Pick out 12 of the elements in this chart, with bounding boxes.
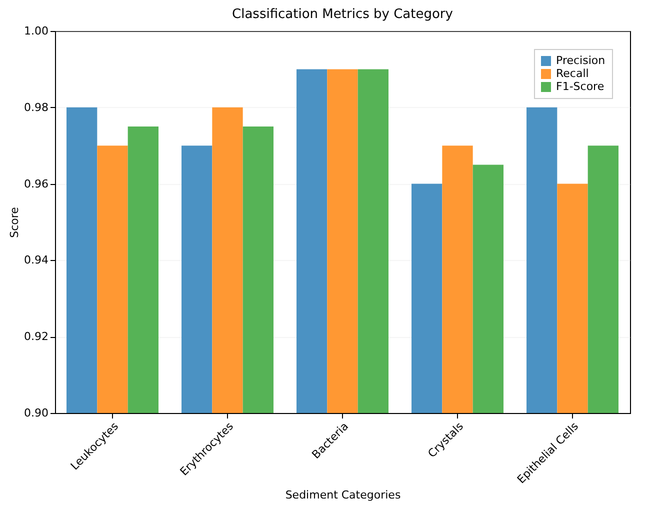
legend-label: Recall [556, 67, 589, 80]
y-tick-label: 0.92 [24, 330, 48, 344]
y-axis-title: Score [8, 206, 22, 238]
x-axis-title: Sediment Categories [285, 488, 401, 502]
y-tick-label: 0.94 [24, 254, 48, 267]
y-tick-label: 1.00 [24, 24, 48, 38]
chart-title: Classification Metrics by Category [232, 7, 454, 22]
legend-label: F1-Score [556, 80, 604, 93]
y-tick-label: 0.90 [24, 406, 48, 420]
legend-label: Precision [556, 54, 606, 67]
y-tick-label: 0.96 [24, 177, 48, 190]
y-tick-label: 0.98 [24, 100, 48, 114]
